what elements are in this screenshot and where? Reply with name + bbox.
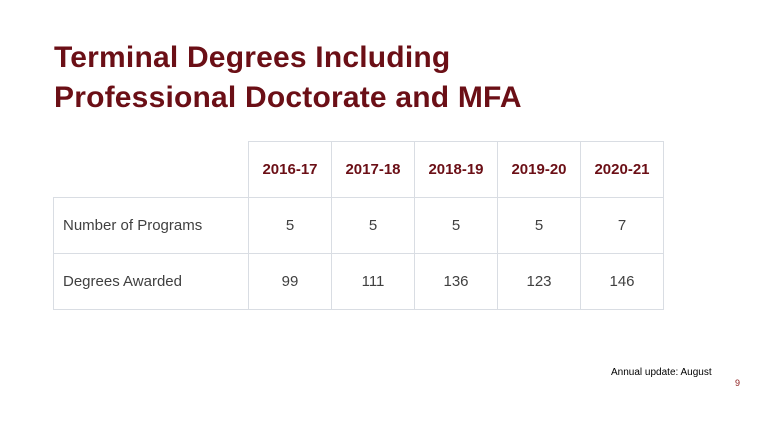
page-number: 9 [735, 378, 741, 388]
row-label: Number of Programs [53, 197, 249, 254]
table-cell: 123 [497, 253, 581, 310]
slide-title-line-2: Professional Doctorate and MFA [54, 81, 522, 114]
slide-title: Terminal Degrees Including Professional … [54, 38, 694, 118]
table-cell: 5 [331, 197, 415, 254]
table-corner-cell [53, 141, 249, 198]
column-header: 2017-18 [331, 141, 415, 198]
degrees-table: 2016-17 2017-18 2018-19 2019-20 2020-21 … [53, 141, 664, 310]
table-cell: 5 [414, 197, 498, 254]
table-cell: 5 [248, 197, 332, 254]
column-header: 2016-17 [248, 141, 332, 198]
row-label: Degrees Awarded [53, 253, 249, 310]
table-cell: 5 [497, 197, 581, 254]
column-header: 2019-20 [497, 141, 581, 198]
table-header-row: 2016-17 2017-18 2018-19 2019-20 2020-21 [53, 141, 664, 198]
table-cell: 99 [248, 253, 332, 310]
table-cell: 146 [580, 253, 664, 310]
slide-title-line-1: Terminal Degrees Including [54, 41, 451, 74]
column-header: 2020-21 [580, 141, 664, 198]
table-row: Degrees Awarded 99 111 136 123 146 [53, 253, 664, 310]
table-cell: 111 [331, 253, 415, 310]
table-cell: 136 [414, 253, 498, 310]
column-header: 2018-19 [414, 141, 498, 198]
table-row: Number of Programs 5 5 5 5 7 [53, 197, 664, 254]
table-cell: 7 [580, 197, 664, 254]
footnote-annual-update: Annual update: August [611, 367, 712, 378]
